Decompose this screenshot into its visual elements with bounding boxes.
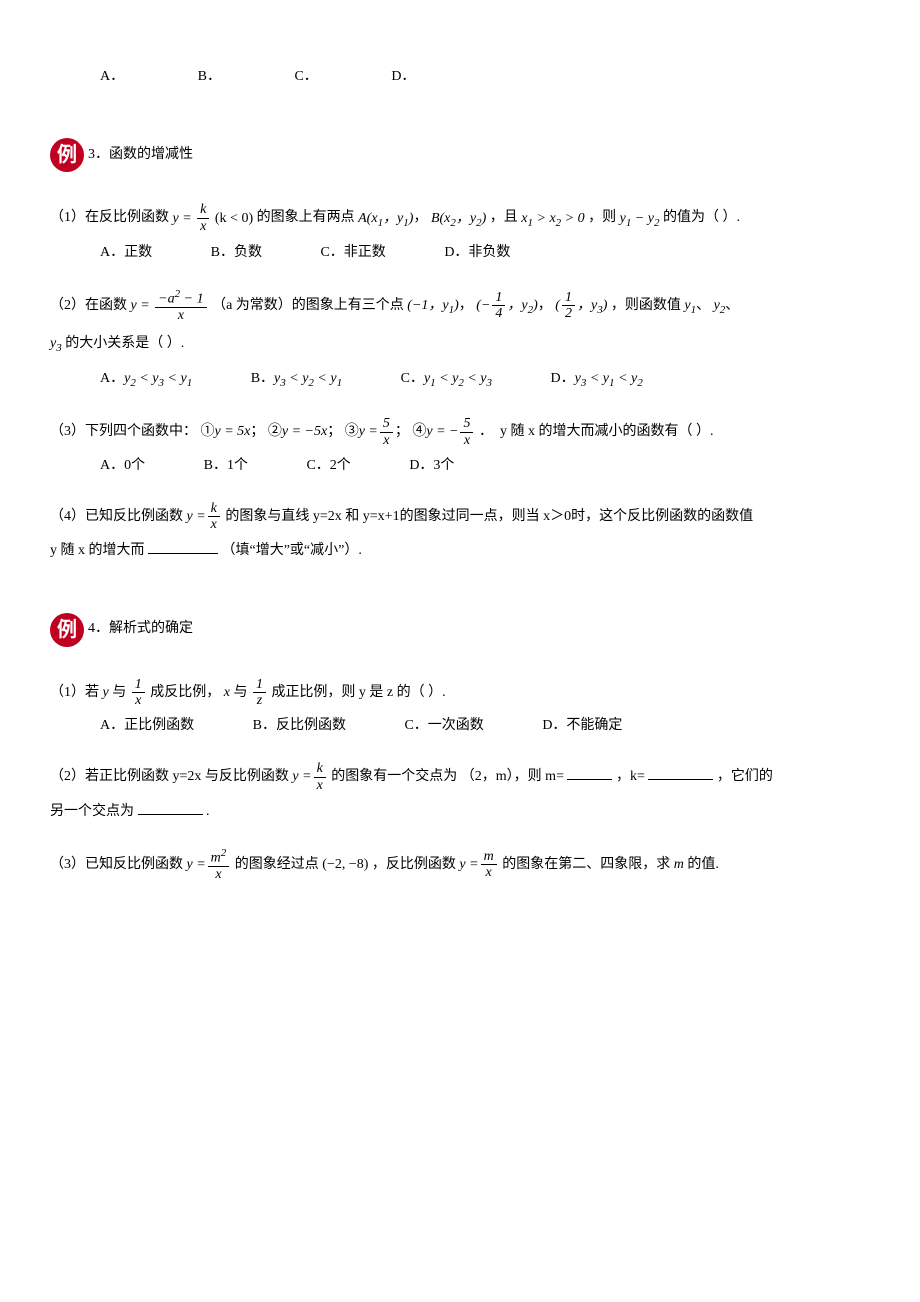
q4-1-B: B．反比例函数 (253, 715, 346, 737)
q4-3: （3）已知反比例函数 y =m2x 的图象经过点 (−2, −8) ，反比例函数… (50, 847, 870, 882)
q3-1-pre: （1）在反比例函数 (50, 211, 169, 226)
q3-1-expr: y = kx (k < 0) (173, 211, 257, 226)
example-3-title: 函数的增减性 (109, 144, 193, 166)
q3-1-B: B．负数 (211, 242, 262, 264)
example-badge-icon: 例 (50, 613, 84, 647)
example-3-header: 例 3． 函数的增减性 (50, 138, 870, 172)
q4-2-line2: 另一个交点为 . (50, 800, 870, 823)
top-option-row: A． B． C． D． (100, 66, 870, 88)
q3-2: （2）在函数 y = −a2 − 1x （a 为常数）的图象上有三个点 (−1，… (50, 288, 870, 323)
blank-input (567, 765, 612, 780)
example-4-title: 解析式的确定 (109, 618, 193, 640)
example-4-num: 4． (88, 618, 109, 640)
q3-4-line2: y 随 x 的增大而 （填“增大”或“减小”）. (50, 539, 870, 562)
q3-3: （3）下列四个函数中： ①①y = 5x； ②y = −5x； ③y =5x； … (50, 416, 870, 448)
q3-1: （1）在反比例函数 y = kx (k < 0) 的图象上有两点 A(x1，y1… (50, 202, 870, 235)
q3-2-D: D．y3 < y1 < y2 (551, 368, 643, 392)
q4-1-options: A．正比例函数 B．反比例函数 C．一次函数 D．不能确定 (100, 715, 870, 737)
q3-4: （4）已知反比例函数 y =kx 的图象与直线 y=2x 和 y=x+1的图象过… (50, 501, 870, 533)
example-badge-icon: 例 (50, 138, 84, 172)
q3-3-C: C．2个 (306, 455, 350, 477)
q3-1-options: A．正数 B．负数 C．非正数 D．非负数 (100, 242, 870, 264)
q4-2: （2）若正比例函数 y=2x 与反比例函数 y =kx 的图象有一个交点为 （2… (50, 761, 870, 793)
blank-input (138, 800, 203, 815)
q3-1-C: C．非正数 (320, 242, 385, 264)
q4-1-A: A．正比例函数 (100, 715, 194, 737)
q4-1: （1）若 y 与 1x 成反比例， x 与 1z 成正比例，则 y 是 z 的（… (50, 677, 870, 709)
q3-2-C: C．y1 < y2 < y3 (401, 368, 492, 392)
opt-A: A． (100, 66, 124, 88)
q3-3-B: B．1个 (204, 455, 248, 477)
example-4-header: 例 4． 解析式的确定 (50, 613, 870, 647)
q3-2-B: B．y3 < y2 < y1 (251, 368, 342, 392)
example-3-num: 3． (88, 144, 109, 166)
q3-3-options: A．0个 B．1个 C．2个 D．3个 (100, 455, 870, 477)
q3-3-A: A．0个 (100, 455, 145, 477)
opt-D: D． (391, 66, 415, 88)
q3-1-A: A．正数 (100, 242, 152, 264)
q3-2-A: A．y2 < y3 < y1 (100, 368, 192, 392)
q3-2-line2: y3 的大小关系是（ ）. (50, 333, 870, 357)
blank-input (648, 765, 713, 780)
q3-2-options: A．y2 < y3 < y1 B．y3 < y2 < y1 C．y1 < y2 … (100, 368, 870, 392)
q4-1-C: C．一次函数 (404, 715, 483, 737)
q3-1-D: D．非负数 (444, 242, 510, 264)
opt-C: C． (294, 66, 317, 88)
blank-input (148, 539, 218, 554)
opt-B: B． (198, 66, 221, 88)
q3-3-D: D．3个 (409, 455, 454, 477)
q4-1-D: D．不能确定 (542, 715, 622, 737)
